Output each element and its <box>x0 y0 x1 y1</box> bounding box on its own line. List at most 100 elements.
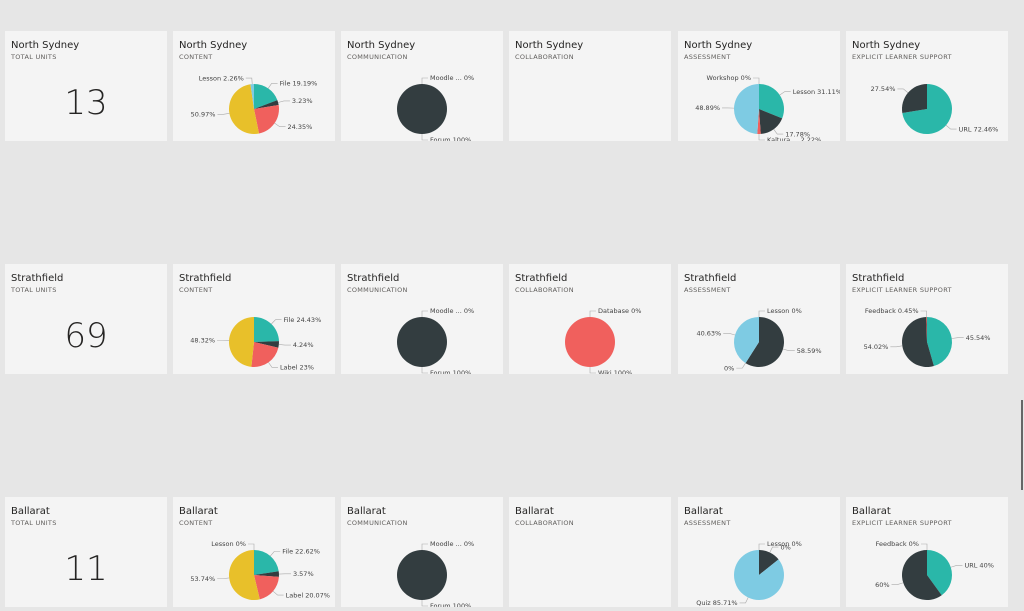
pie-chart[interactable]: URL 40% 60% Feedback 0% <box>846 497 1008 607</box>
leader-line <box>274 122 286 127</box>
pie-slice[interactable] <box>902 317 934 367</box>
pie-chart[interactable]: Database 0% Wiki 100% <box>509 264 671 374</box>
card-north-sydney-explicit-learner-support[interactable]: North Sydney EXPLICIT LEARNER SUPPORT URL … <box>846 31 1008 141</box>
card-subtitle: COMMUNICATION <box>347 519 408 527</box>
pie-chart[interactable]: Moodle ... 0% Forum 100% <box>341 497 503 607</box>
pie-slice[interactable] <box>734 550 784 600</box>
card-ballarat-collaboration[interactable]: Ballarat COLLABORATION <box>509 497 671 607</box>
card-north-sydney-collaboration[interactable]: North Sydney COLLABORATION <box>509 31 671 141</box>
pie-slice[interactable] <box>254 100 279 109</box>
card-ballarat-content[interactable]: Ballarat CONTENT File 22.62% 3.57% Label 20.… <box>173 497 335 607</box>
pie-slice[interactable] <box>927 317 952 367</box>
leader-line <box>278 344 291 346</box>
slice-label: 58.59% <box>797 347 822 355</box>
card-subtitle: EXPLICIT LEARNER SUPPORT <box>852 519 952 527</box>
card-strathfield-assessment[interactable]: Strathfield ASSESSMENT Lesson 0% 58.59% 0% 40… <box>678 264 840 374</box>
card-subtitle: ASSESSMENT <box>684 519 731 527</box>
pie-chart[interactable]: Moodle ... 0% Forum 100% <box>341 264 503 374</box>
leader-line <box>421 543 428 550</box>
pie-slice[interactable] <box>757 109 761 134</box>
pie-chart[interactable]: File 19.19% 3.23% 24.35% 50.97% Lesson 2.26% <box>173 31 335 141</box>
slice-label: 27.54% <box>871 85 896 93</box>
pie-slice[interactable] <box>229 550 260 600</box>
leader-line <box>945 124 957 130</box>
card-strathfield-content[interactable]: Strathfield CONTENT File 24.43% 4.24% Label … <box>173 264 335 374</box>
slice-label: Forum 100% <box>430 602 471 607</box>
pie-chart[interactable]: Lesson 31.11% 17.78%Kaltura ... 2.22% 48.8… <box>678 31 840 141</box>
card-ballarat-explicit-learner-support[interactable]: Ballarat EXPLICIT LEARNER SUPPORT URL 40% 6… <box>846 497 1008 607</box>
pie-chart[interactable]: Lesson 0% 58.59% 0% 40.63% <box>678 264 840 374</box>
pie-slice[interactable] <box>229 317 254 367</box>
leader-line <box>769 546 779 553</box>
pie-chart[interactable]: File 24.43% 4.24% Label 23% 48.32% <box>173 264 335 374</box>
pie-chart[interactable]: 45.54% 54.02% Feedback 0.45% <box>846 264 1008 374</box>
card-subtitle: CONTENT <box>179 519 213 527</box>
pie-slice[interactable] <box>734 317 759 364</box>
card-ballarat-assessment[interactable]: Ballarat ASSESSMENT Lesson 0% 0% Quiz 85.71% <box>678 497 840 607</box>
pie-slice[interactable] <box>902 550 942 600</box>
pie-slice[interactable] <box>733 84 759 134</box>
pie-slice[interactable] <box>254 317 279 342</box>
card-north-sydney-communication[interactable]: North Sydney COMMUNICATION Moodle ... 0% Fo… <box>341 31 503 141</box>
pie-slice[interactable] <box>759 109 783 134</box>
pie-slice[interactable] <box>565 317 615 367</box>
card-north-sydney-total-units[interactable]: North Sydney TOTAL UNITS 13 <box>5 31 167 141</box>
slice-label: Feedback 0.45% <box>865 307 919 315</box>
card-subtitle: COLLABORATION <box>515 519 574 527</box>
card-strathfield-explicit-learner-support[interactable]: Strathfield EXPLICIT LEARNER SUPPORT 45.54… <box>846 264 1008 374</box>
card-strathfield-communication[interactable]: Strathfield COMMUNICATION Moodle ... 0% For… <box>341 264 503 374</box>
card-title: Strathfield <box>179 273 232 284</box>
pie-slice[interactable] <box>250 84 254 109</box>
pie-slice[interactable] <box>228 84 260 134</box>
pie-slice[interactable] <box>745 317 784 367</box>
leader-line <box>758 543 765 550</box>
vertical-scrollbar[interactable] <box>1021 400 1023 490</box>
leader-line <box>891 582 904 585</box>
pie-slice[interactable] <box>759 84 784 119</box>
pie-slice[interactable] <box>397 550 447 600</box>
pie-chart[interactable]: URL 72.46% 27.54% <box>846 31 1008 141</box>
card-ballarat-total-units[interactable]: Ballarat TOTAL UNITS 11 <box>5 497 167 607</box>
pie-slice[interactable] <box>902 84 952 134</box>
leader-line <box>950 565 963 568</box>
pie-slice[interactable] <box>927 550 952 596</box>
pie-slice[interactable] <box>251 342 279 367</box>
pie-slice[interactable] <box>926 317 927 342</box>
pie-chart[interactable]: File 22.62% 3.57% Label 20.07% 53.74% Lesson… <box>173 497 335 607</box>
leader-line <box>217 112 230 115</box>
pie-slice[interactable] <box>759 550 779 575</box>
leader-line <box>890 345 903 348</box>
pie-slice[interactable] <box>397 317 447 367</box>
pie-slice[interactable] <box>902 84 927 113</box>
slice-label: Moodle ... 0% <box>430 540 474 548</box>
leader-line <box>951 337 964 339</box>
pie-slice[interactable] <box>254 341 279 348</box>
card-north-sydney-assessment[interactable]: North Sydney ASSESSMENT Lesson 31.11% 17.78… <box>678 31 840 141</box>
leader-line <box>773 129 784 135</box>
pie-slice[interactable] <box>254 84 278 109</box>
slice-label: Forum 100% <box>430 369 471 374</box>
pie-slice[interactable] <box>254 571 279 577</box>
slice-label: Lesson 0% <box>767 540 802 548</box>
pie-chart[interactable]: Moodle ... 0% Forum 100% <box>341 31 503 141</box>
card-strathfield-collaboration[interactable]: Strathfield COLLABORATION Database 0% Wiki … <box>509 264 671 374</box>
card-north-sydney-content[interactable]: North Sydney CONTENT File 19.19% 3.23% 24.35… <box>173 31 335 141</box>
card-ballarat-communication[interactable]: Ballarat COMMUNICATION Moodle ... 0% Forum … <box>341 497 503 607</box>
slice-label: 45.54% <box>966 334 991 342</box>
pie-chart[interactable]: Lesson 0%0% Quiz 85.71% <box>678 497 840 607</box>
card-strathfield-total-units[interactable]: Strathfield TOTAL UNITS 69 <box>5 264 167 374</box>
slice-label: Label 20.07% <box>286 591 330 599</box>
pie-slice[interactable] <box>254 550 279 575</box>
pie-slice[interactable] <box>397 84 447 134</box>
leader-line <box>248 543 255 550</box>
card-title: North Sydney <box>347 40 416 51</box>
slice-label: Kaltura ... 2.22% <box>767 136 821 141</box>
slice-label: Workshop 0% <box>707 74 751 82</box>
pie-slice[interactable] <box>254 104 279 134</box>
leader-line <box>421 77 428 84</box>
card-title: Ballarat <box>11 506 50 517</box>
slice-label: Moodle ... 0% <box>430 307 474 315</box>
pie-slice[interactable] <box>254 575 279 600</box>
slice-label: 54.02% <box>864 343 889 351</box>
